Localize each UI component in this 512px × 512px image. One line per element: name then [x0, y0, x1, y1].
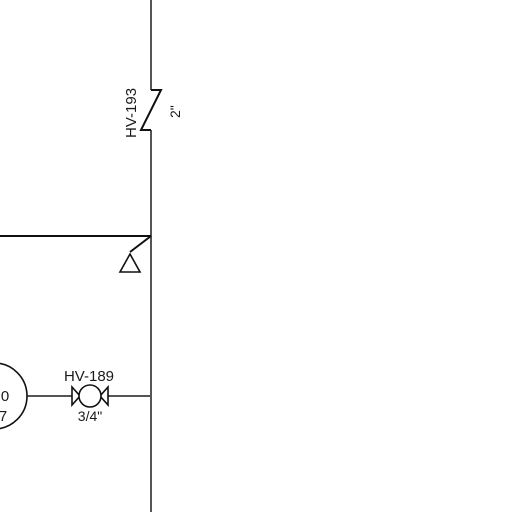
- valve-tag-hv-189: HV-189: [64, 368, 114, 385]
- vent-hook-line: [129, 235, 152, 253]
- valve-size-hv-189: 3/4": [78, 408, 102, 424]
- vent-symbol[interactable]: [118, 235, 152, 273]
- ball-valve-right-wedge: [98, 384, 109, 408]
- instrument-circle: [0, 362, 28, 430]
- ball-valve-left-wedge: [71, 384, 82, 408]
- instrument-tag-top: 0: [1, 388, 9, 405]
- check-valve-symbol: [139, 89, 163, 131]
- instrument-bubble[interactable]: 0 7: [0, 362, 28, 430]
- valve-size-hv-193: 2": [167, 105, 183, 118]
- valve-tag-hv-193: HV-193: [123, 88, 140, 138]
- check-valve-hv-193[interactable]: [139, 89, 163, 131]
- vent-triangle-icon: [118, 252, 142, 273]
- ball-valve-ball-icon: [78, 384, 102, 408]
- instrument-tag-bottom: 7: [0, 408, 7, 425]
- ball-valve-hv-189[interactable]: [71, 384, 109, 408]
